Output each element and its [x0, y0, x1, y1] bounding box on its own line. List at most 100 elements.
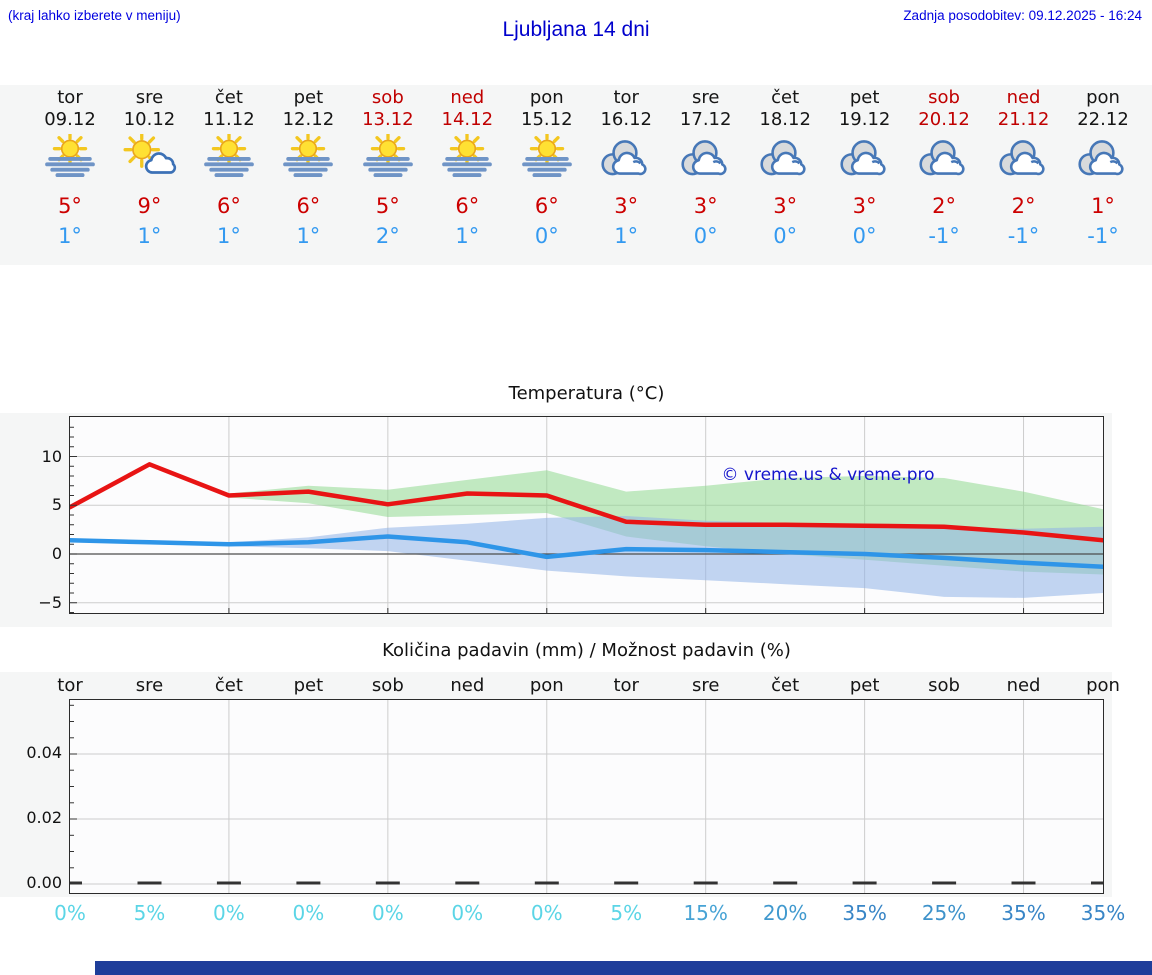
forecast-day-column: čet 18.12 3° 0°: [745, 85, 825, 265]
precip-ytick-label: 0.00: [26, 873, 62, 892]
high-temp: 2°: [932, 194, 956, 218]
forecast-day-column: sob 20.12 2° -1°: [904, 85, 984, 265]
low-temp: -1°: [1007, 224, 1040, 248]
precip-bar: [614, 881, 639, 885]
precip-bar: [693, 881, 718, 885]
high-temp: 6°: [216, 194, 241, 218]
precip-probability-label: 0%: [213, 901, 245, 925]
day-date: 18.12: [759, 109, 811, 130]
page-title: Ljubljana 14 dni: [502, 18, 650, 41]
precip-bar: [932, 881, 957, 885]
low-temp: 1°: [296, 224, 321, 248]
precip-day-label: pet: [293, 675, 324, 696]
low-temp: 2°: [375, 224, 400, 248]
low-temp: 1°: [455, 224, 480, 248]
day-date: 11.12: [203, 109, 255, 130]
high-temp: 5°: [58, 194, 82, 218]
high-temp: 9°: [137, 194, 162, 218]
cloudy-icon: [998, 140, 1045, 176]
cloudy-icon: [601, 140, 647, 176]
low-temp: 0°: [693, 224, 718, 248]
precip-bar: [1011, 881, 1036, 885]
forecast-day-column: ned 21.12 2° -1°: [984, 85, 1064, 265]
day-name: sre: [691, 87, 720, 108]
precip-bar: [70, 881, 82, 885]
high-temp: 6°: [296, 194, 321, 218]
low-temp: 1°: [614, 224, 639, 248]
temp-ytick-label: 10: [41, 446, 62, 466]
location-menu-hint-link[interactable]: (kraj lahko izberete v meniju): [8, 8, 181, 23]
precip-day-label: čet: [214, 675, 243, 696]
precip-probability-label: 15%: [683, 901, 728, 925]
cloudy-icon: [760, 140, 806, 176]
low-temp: 1°: [216, 224, 241, 248]
precip-probability-label: 0%: [530, 901, 563, 925]
precip-probability-label: 35%: [842, 901, 887, 925]
low-temp: 0°: [773, 224, 798, 248]
precip-day-label: pon: [1086, 675, 1120, 696]
forecast-day-column: ned 14.12 6° 1°: [427, 85, 507, 265]
precip-day-label: ned: [1006, 675, 1041, 696]
forecast-day-column: sre 17.12 3° 0°: [666, 85, 746, 265]
day-name: pon: [529, 87, 564, 108]
precip-probability-label: 5%: [133, 901, 166, 925]
high-temp: 6°: [455, 194, 480, 218]
precip-bar: [455, 881, 480, 885]
precip-ytick-label: 0.02: [26, 808, 62, 827]
low-temp: 1°: [58, 224, 82, 248]
low-temp: 0°: [852, 224, 877, 248]
sun-fog-icon: [362, 134, 413, 178]
day-date: 14.12: [441, 109, 494, 130]
forecast-strip: tor 09.12 5° 1° sre 10.12 9° 1° čet 11.12 6° 1° pet 1…: [0, 85, 1152, 265]
low-temp: -1°: [928, 224, 960, 248]
precip-bar: [296, 881, 321, 885]
precip-probability-label: 35%: [1080, 901, 1126, 925]
day-date: 22.12: [1077, 109, 1129, 130]
precip-day-label: sob: [928, 675, 960, 696]
precip-day-label: čet: [771, 675, 800, 696]
cloudy-icon: [1078, 140, 1124, 176]
sun-cloud-icon: [123, 134, 177, 174]
day-date: 17.12: [679, 109, 732, 130]
forecast-day-column: pet 12.12 6° 1°: [268, 85, 348, 265]
precip-day-label: tor: [57, 675, 83, 696]
day-name: čet: [214, 87, 243, 108]
sun-fog-icon: [45, 134, 95, 178]
low-temp: -1°: [1087, 224, 1119, 248]
precip-day-label: ned: [450, 675, 485, 696]
sun-fog-icon: [442, 134, 493, 178]
precip-probability-label: 20%: [762, 901, 808, 925]
precip-probability-label: 35%: [1001, 901, 1046, 925]
forecast-day-column: sre 10.12 9° 1°: [109, 85, 189, 265]
day-date: 19.12: [838, 109, 891, 130]
temp-ytick-label: 0: [51, 544, 62, 563]
temp-ytick-label: 5: [51, 495, 62, 515]
high-temp: 6°: [534, 194, 559, 218]
forecast-day-column: čet 11.12 6° 1°: [189, 85, 269, 265]
low-temp: 1°: [137, 224, 162, 248]
precip-probability-label: 0%: [451, 901, 484, 925]
precip-day-label: sre: [135, 675, 164, 696]
day-date: 20.12: [918, 109, 970, 130]
precip-bar: [216, 881, 241, 885]
precip-probability-label: 25%: [921, 901, 967, 925]
precip-probability-label: 0%: [54, 901, 86, 925]
precip-probability-label: 0%: [371, 901, 404, 925]
day-name: sre: [135, 87, 164, 108]
day-name: pet: [849, 87, 880, 108]
day-name: ned: [1006, 87, 1041, 108]
precip-day-label: sob: [371, 675, 404, 696]
forecast-day-column: pon 22.12 1° -1°: [1063, 85, 1143, 265]
day-date: 21.12: [997, 109, 1050, 130]
precip-day-label: pon: [529, 675, 564, 696]
temp-ytick-label: −5: [38, 592, 62, 612]
high-temp: 3°: [773, 194, 798, 218]
forecast-day-column: tor 16.12 3° 1°: [586, 85, 666, 265]
day-name: sob: [928, 87, 960, 108]
precip-bar: [375, 881, 400, 885]
cloudy-icon: [681, 140, 727, 176]
sun-fog-icon: [283, 134, 334, 178]
precipitation-chart-title: Količina padavin (mm) / Možnost padavin …: [382, 640, 791, 661]
last-update-text: Zadnja posodobitev: 09.12.2025 - 16:24: [903, 8, 1142, 23]
low-temp: 0°: [534, 224, 559, 248]
